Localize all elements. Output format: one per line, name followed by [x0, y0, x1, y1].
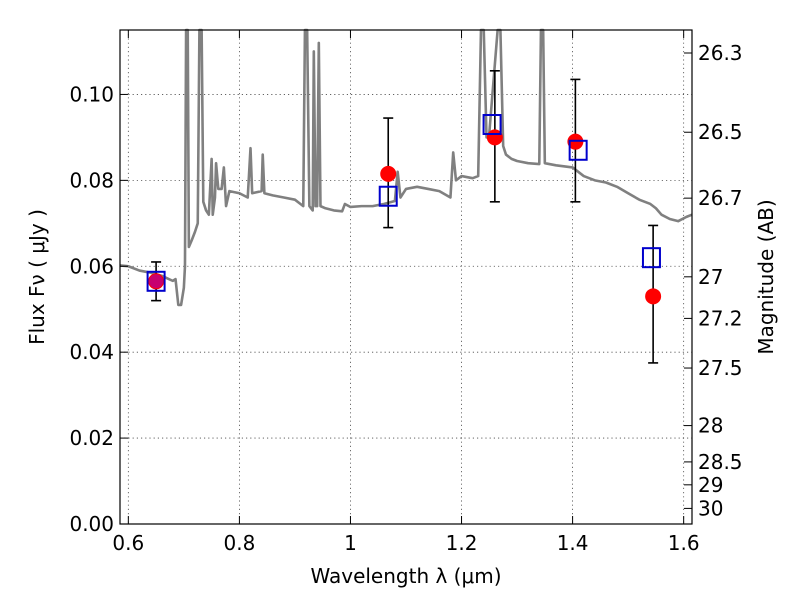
x-tick-label: 1.6: [668, 531, 700, 555]
data-point-circle: [645, 288, 662, 305]
y2-tick-label: 29: [698, 473, 723, 497]
x-tick-label: 1.4: [557, 531, 589, 555]
y2-tick-label: 28.5: [698, 450, 743, 474]
y-tick-label: 0.02: [69, 426, 114, 450]
y-tick-label: 0.00: [69, 512, 114, 536]
spectrum-line: [119, 28, 693, 307]
x-axis-label: Wavelength λ (μm): [310, 564, 501, 588]
y2-axis-label: Magnitude (AB): [754, 199, 778, 354]
y2-tick-label: 26.7: [698, 186, 743, 210]
model-point-square: [482, 114, 502, 136]
model-point-square: [378, 185, 398, 207]
grid: [120, 30, 692, 525]
y2-tick-label: 30: [698, 496, 723, 520]
y2-tick-label: 27.2: [698, 306, 743, 330]
y2-tick-label: 27: [698, 265, 723, 289]
axis-ticks: [120, 30, 692, 525]
y-axis-label: Flux Fν ( μJy ): [25, 209, 49, 345]
y2-tick-label: 27.5: [698, 356, 743, 380]
x-tick-label: 1: [344, 531, 357, 555]
y-tick-label: 0.10: [69, 82, 114, 106]
y-tick-label: 0.08: [69, 168, 114, 192]
errorbar-layer: [151, 70, 659, 364]
model-point-square: [641, 247, 661, 269]
marker-layer: [146, 114, 662, 305]
y2-tick-label: 28: [698, 414, 723, 438]
x-tick-label: 0.6: [112, 531, 144, 555]
y2-tick-label: 26.5: [698, 120, 743, 144]
tick-labels: 0.6 0.8 1 1.2 1.4 1.6 0.00 0.02 0.04 0.06 0.08 0.10…: [69, 41, 742, 555]
x-tick-label: 1.2: [446, 531, 478, 555]
model-point-square: [568, 139, 588, 161]
spectrum-curve-layer: [119, 28, 693, 307]
plot-frame: [119, 29, 693, 525]
y-tick-label: 0.06: [69, 254, 114, 278]
y2-tick-label: 26.3: [698, 41, 743, 65]
y-tick-label: 0.04: [69, 340, 114, 364]
model-point-square: [146, 270, 166, 292]
data-point-circle: [380, 165, 397, 182]
overlap-point: [149, 274, 164, 289]
x-tick-label: 0.8: [223, 531, 255, 555]
